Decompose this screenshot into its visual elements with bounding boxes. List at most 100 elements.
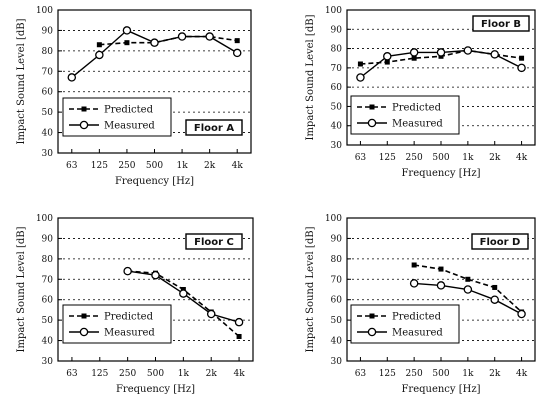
floor-label-box [185,233,243,250]
floor-label-box [185,119,243,136]
x-tick-label: 2k [489,153,501,163]
legend-box [350,304,460,344]
data-point-predicted [96,42,102,48]
data-point-predicted [384,59,390,65]
y-tick-label: 50 [42,316,54,326]
data-point-predicted [519,55,525,61]
data-point-measured [517,63,526,73]
data-point-measured [122,26,132,35]
y-tick-label: 60 [331,296,343,306]
legend-swatch-marker [81,313,87,319]
data-point-predicted [438,266,444,272]
legend-entry: Predicted [392,103,442,114]
data-point-measured [409,48,419,57]
x-tick-label: 63 [355,153,367,163]
y-tick-label: 40 [42,129,54,139]
x-tick-label: 250 [406,153,423,163]
x-tick-label: 4k [233,369,245,379]
x-tick-label: 1k [178,369,190,379]
y-tick-label: 50 [331,316,343,326]
x-tick-label: 4k [232,161,244,171]
y-tick-label: 50 [331,102,343,112]
y-tick-label: 30 [42,149,54,159]
legend-entry: Predicted [104,312,154,323]
legend-entry: Predicted [392,312,442,323]
data-point-measured [206,309,216,319]
y-axis-label: Impact Sound Level [dB] [16,18,27,144]
x-tick-label: 500 [147,369,164,379]
floor-label: Floor C [194,237,234,248]
data-point-predicted [465,276,471,282]
data-point-measured [356,73,365,82]
y-tick-label: 30 [331,141,343,151]
data-point-predicted [236,333,242,339]
x-tick-label: 1k [176,161,188,171]
data-point-measured [234,317,244,327]
y-tick-label: 90 [331,25,343,35]
y-tick-label: 90 [42,234,54,244]
series-line-predicted [99,35,238,46]
legend-entry: Predicted [104,105,154,116]
legend-entry: Measured [104,328,155,339]
x-tick-label: 2k [206,369,218,379]
data-point-measured [463,285,473,294]
x-tick-label: 500 [146,161,163,171]
data-point-measured [232,48,242,58]
x-tick-label: 63 [66,369,78,379]
legend-entry: Measured [392,328,443,339]
y-tick-label: 70 [42,275,54,285]
panel-4: 30 40 50 60 70 80 90 100 63 125 250 500 1k 2k 4k Freque… [305,214,536,395]
y-tick-label: 60 [42,88,54,98]
legend-swatch-marker [79,120,89,130]
legend-swatch-marker [369,313,375,319]
panel-1: 30 40 50 60 70 80 90 100 63 125 250 500 1k 2k 4k Freque… [16,6,252,187]
data-point-predicted [411,262,417,268]
legend-swatch-marker [81,106,87,112]
y-tick-label: 100 [36,214,53,224]
x-tick-label: 4k [516,369,528,379]
data-point-measured [490,50,499,59]
legend-swatch-marker [367,118,377,128]
data-point-measured [205,32,214,41]
x-tick-label: 63 [355,369,367,379]
x-axis-label: Frequency [Hz] [115,176,194,187]
x-tick-label: 250 [406,369,423,379]
y-tick-label: 90 [42,26,54,36]
x-tick-label: 63 [66,161,78,171]
x-tick-label: 250 [119,369,136,379]
legend-entry: Measured [104,121,155,132]
x-tick-label: 4k [516,153,528,163]
y-tick-label: 80 [331,255,343,265]
x-axis-label: Frequency [Hz] [116,384,195,395]
data-point-measured [409,279,419,288]
data-point-measured [463,46,473,55]
floor-label: Floor A [194,123,234,134]
x-tick-label: 500 [432,369,449,379]
y-tick-label: 30 [42,357,54,367]
x-tick-label: 2k [204,161,216,171]
legend: Predicted Measured [350,304,460,344]
x-axis-label: Frequency [Hz] [401,384,480,395]
y-tick-label: 80 [331,45,343,55]
data-point-predicted [234,38,240,44]
x-tick-label: 2k [489,369,501,379]
data-point-measured [95,50,104,60]
legend-box [62,304,172,344]
data-point-measured [123,266,132,276]
x-tick-label: 500 [432,153,449,163]
data-point-predicted [411,55,417,61]
legend-swatch-marker [367,327,377,337]
legend-box [62,97,172,137]
legend: Predicted Measured [62,97,172,137]
y-tick-label: 100 [325,214,342,224]
x-tick-label: 125 [379,153,396,163]
x-tick-label: 125 [91,161,108,171]
legend: Predicted Measured [62,304,172,344]
x-tick-label: 125 [379,369,396,379]
y-tick-label: 100 [36,6,53,16]
legend-entry: Measured [392,119,443,130]
data-point-measured [151,270,160,280]
data-point-measured [150,38,159,47]
data-point-measured [383,52,392,61]
